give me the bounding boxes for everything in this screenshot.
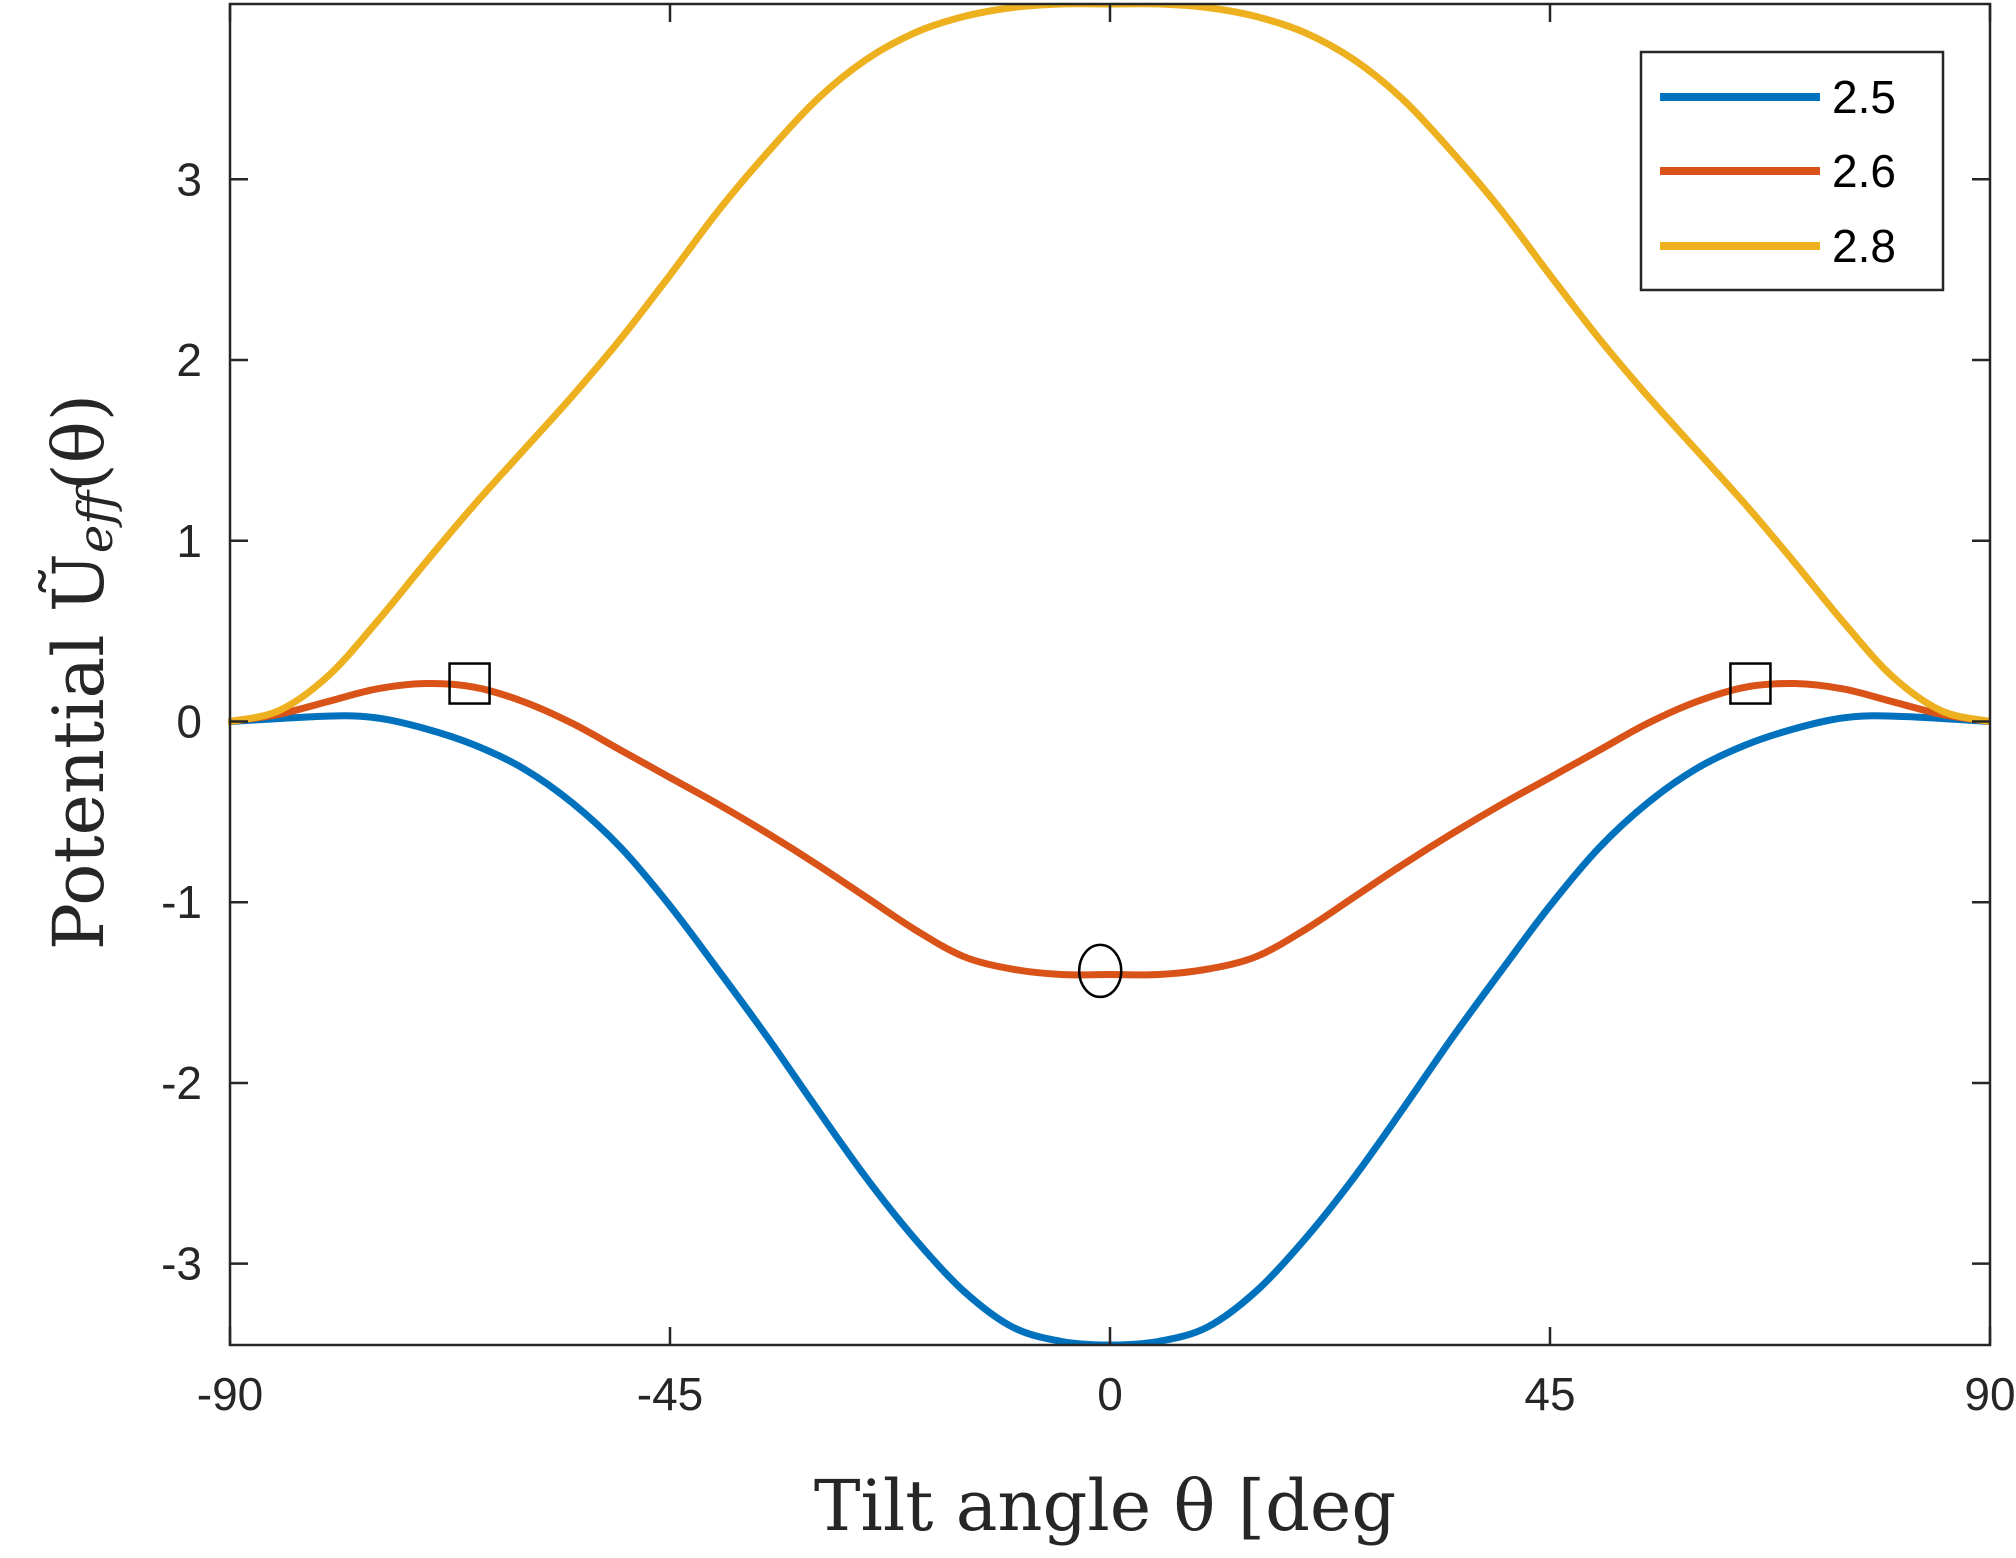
legend-label-2.6: 2.6 xyxy=(1832,145,1896,197)
series-line-2.5 xyxy=(228,712,1990,1346)
legend: 2.5 2.6 2.8 xyxy=(1639,50,1945,292)
y-tick-label--3: -3 xyxy=(161,1238,202,1290)
series-line-2.6 xyxy=(228,679,1990,979)
y-tick-label--2: -2 xyxy=(161,1057,202,1109)
y-axis-label-main: Potential Ũ xyxy=(38,553,120,950)
svg-text:Potential Ũeff(θ): Potential Ũeff(θ) xyxy=(38,394,124,950)
y-tick-label-1: 1 xyxy=(176,515,202,567)
tick-layer: -90 -45 0 45 90 -3 -2 -1 0 1 2 3 xyxy=(161,4,2016,1420)
y-tick-label-3: 3 xyxy=(176,153,202,205)
y-tick-label--1: -1 xyxy=(161,876,202,928)
y-axis-label-argument: (θ) xyxy=(38,394,120,491)
marker-layer xyxy=(448,662,1772,999)
y-axis-label-subscript: eff xyxy=(68,484,124,553)
circle-marker-2 xyxy=(1077,943,1123,999)
legend-label-2.5: 2.5 xyxy=(1832,71,1896,123)
x-tick-label--45: -45 xyxy=(637,1368,703,1420)
x-tick-label--90: -90 xyxy=(197,1368,263,1420)
y-axis-label: Potential Ũeff(θ) xyxy=(38,394,124,950)
legend-label-2.8: 2.8 xyxy=(1832,220,1896,272)
y-tick-label-0: 0 xyxy=(176,695,202,747)
x-tick-label-0: 0 xyxy=(1097,1368,1123,1420)
square-marker-0 xyxy=(448,662,491,705)
x-axis-label: Tilt angle θ [deg xyxy=(814,1465,1396,1547)
y-tick-label-2: 2 xyxy=(176,334,202,386)
x-tick-label-90: 90 xyxy=(1964,1368,2015,1420)
series-line-2.8 xyxy=(228,4,1990,725)
square-marker-1 xyxy=(1729,662,1772,705)
x-tick-label-45: 45 xyxy=(1524,1368,1575,1420)
